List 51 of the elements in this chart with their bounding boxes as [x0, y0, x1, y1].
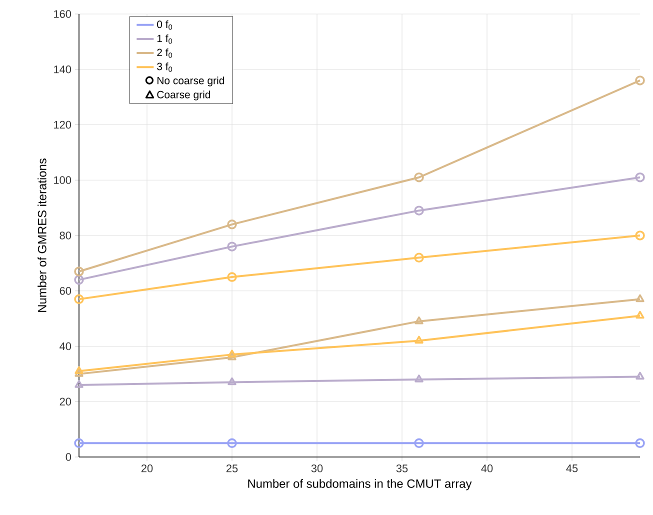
point: [414, 206, 424, 216]
y-tick-label: 0: [66, 453, 72, 461]
y-tick-label: 60: [60, 287, 72, 295]
x-axis-title: Number of subdomains in the CMUT array: [248, 479, 472, 490]
y-tick-label: 160: [54, 10, 72, 18]
x-tick-label: 45: [566, 464, 578, 472]
legend-label: 2 f$_{0}$: [157, 48, 172, 58]
point: [636, 294, 644, 302]
point: [635, 230, 645, 240]
annotation: No coarse grid: [158, 76, 224, 86]
legend-label: 0 f$_{0}$: [157, 20, 172, 30]
point: [635, 172, 645, 182]
y-tick-label: 40: [60, 342, 72, 350]
point: [414, 438, 424, 448]
x-tick-label: 35: [396, 464, 408, 472]
legend-label: 1 f$_{0}$: [157, 34, 172, 44]
point: [74, 294, 84, 304]
point: [414, 172, 424, 182]
point: [227, 220, 237, 230]
x-tick-label: 25: [226, 464, 238, 472]
y-axis-title: Number of GMRES iterations: [38, 158, 46, 312]
point: [74, 369, 84, 377]
point: [74, 366, 84, 374]
point: [636, 310, 644, 319]
point: [227, 242, 237, 252]
point: [227, 272, 237, 282]
y-tick-label: 140: [54, 66, 72, 74]
annotation: Coarse grid: [157, 90, 210, 100]
point: [227, 438, 237, 448]
point: [74, 266, 84, 276]
point: [74, 274, 84, 285]
point: [74, 380, 84, 388]
point: [414, 316, 424, 324]
point: [414, 374, 424, 382]
point: [414, 252, 424, 263]
point: [228, 350, 236, 358]
legend-label: 3 f$_{0}$: [157, 62, 172, 72]
point: [228, 377, 236, 386]
point: [636, 372, 644, 380]
y-tick-label: 100: [54, 176, 72, 184]
x-tick-label: 30: [311, 464, 323, 472]
x-tick-label: 40: [481, 464, 493, 472]
y-tick-label: 80: [60, 232, 72, 240]
x-tick-label: 20: [141, 464, 153, 472]
point: [228, 352, 236, 360]
point: [74, 438, 84, 448]
point: [635, 438, 645, 448]
point: [414, 336, 424, 344]
y-tick-label: 20: [60, 398, 72, 406]
point: [635, 76, 645, 86]
y-tick-label: 120: [54, 120, 72, 129]
